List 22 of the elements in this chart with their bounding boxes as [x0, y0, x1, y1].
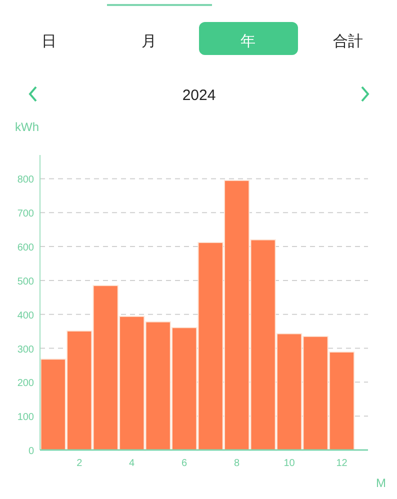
text: 月 — [142, 33, 156, 50]
y-tick-label: 300 — [17, 344, 34, 356]
y-tick-label: 200 — [17, 378, 34, 390]
x-tick-label: 10 — [284, 458, 296, 469]
y-tick-label: 800 — [17, 174, 34, 186]
x-tick-label: 12 — [336, 458, 348, 469]
chart-title: 2024 — [182, 87, 216, 104]
x-tick-label: 2 — [76, 458, 83, 469]
y-tick-label: 100 — [17, 412, 34, 424]
y-tick-label: 0 — [28, 446, 34, 457]
text: 年 — [240, 33, 256, 50]
x-tick-label: 4 — [129, 458, 136, 469]
y-tick-label: 400 — [17, 310, 34, 322]
y-axis-title: kWh — [15, 120, 39, 134]
x-axis-title: M — [376, 476, 386, 490]
text: 合計 — [333, 33, 363, 50]
text: 日 — [42, 33, 56, 50]
y-tick-label: 700 — [17, 208, 34, 220]
x-tick-label: 8 — [234, 458, 240, 469]
y-tick-label: 500 — [17, 276, 34, 288]
y-tick-label: 600 — [17, 242, 34, 254]
x-tick-label: 6 — [182, 458, 188, 469]
